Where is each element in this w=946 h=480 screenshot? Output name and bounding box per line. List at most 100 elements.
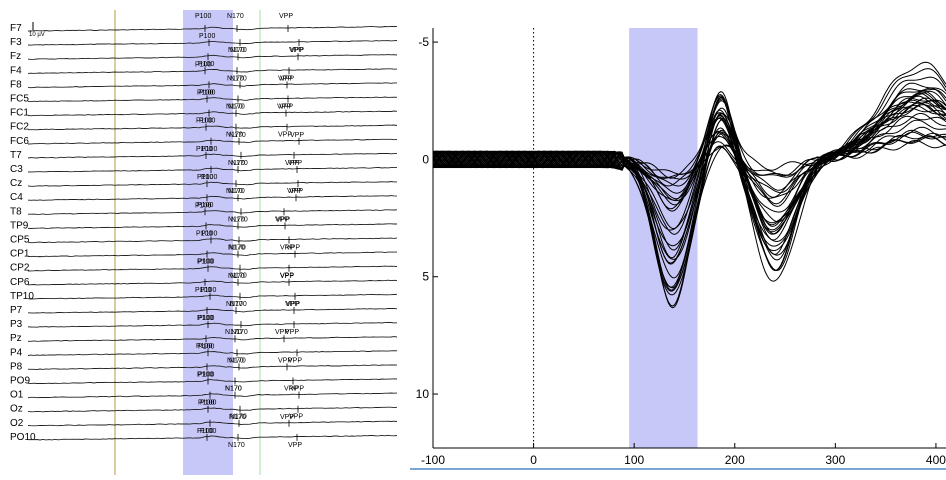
channel-trace-p8: [27, 364, 398, 371]
peak-label-p100: P100: [197, 371, 213, 378]
peak-label-p100: P100: [200, 428, 216, 435]
peak-label-n170: N170: [229, 357, 246, 364]
peak-label-p100: P100: [198, 372, 214, 379]
x-tick-label: 300: [825, 453, 845, 467]
channel-trace-fc2: [28, 124, 398, 131]
butterfly-series-15: [432, 68, 946, 282]
peak-label-n170: N170: [228, 216, 245, 223]
butterfly-series-28: [432, 131, 946, 279]
peak-label-n170: N170: [228, 160, 245, 167]
peak-label-vpp: VPP: [289, 414, 303, 421]
peak-label-n170: N170: [229, 245, 246, 252]
peak-label-p100: P100: [197, 202, 213, 209]
peak-label-vpp: VPP: [284, 386, 298, 393]
peak-label-vpp: VPP: [288, 160, 302, 167]
channel-label-t8: T8: [10, 206, 22, 217]
peak-label-vpp: VPP: [278, 75, 292, 82]
channel-label-pz: Pz: [10, 333, 22, 344]
channel-traces-panel: F7 F3 Fz F4 F8 FC5 FC1 FC2 FC6 T7 C3 Cz C4 T8 TP9 CP5 CP…: [0, 0, 405, 475]
channel-trace-f3: [27, 40, 398, 46]
channel-label-fc1: FC1: [10, 108, 29, 119]
channel-trace-t7: [27, 152, 397, 159]
peak-label-n170: N170: [226, 132, 243, 139]
peak-label-vpp: VPP: [277, 104, 291, 111]
peak-label-n170: N170: [228, 47, 245, 54]
peak-label-n170: N170: [230, 75, 247, 82]
peak-label-n170: N170: [226, 188, 243, 195]
y-tick-label: 5: [422, 270, 429, 284]
channel-label-p8: P8: [10, 361, 23, 372]
peak-label-p100: P100: [198, 343, 214, 350]
peak-label-vpp: VPP: [280, 245, 294, 252]
peak-label-p100: P100: [196, 230, 212, 237]
channel-label-p3: P3: [10, 319, 23, 330]
channel-trace-cp2: [27, 265, 398, 272]
channel-trace-c3: [27, 167, 397, 173]
channel-trace-pz: [28, 336, 398, 342]
y-tick-label: 10: [416, 387, 430, 401]
peak-label-n170: N170: [228, 245, 245, 252]
channel-label-oz: Oz: [10, 404, 23, 415]
peak-label-n170: N170: [225, 386, 242, 393]
channel-trace-cp5: [27, 237, 398, 244]
peak-label-p100: P100: [201, 146, 217, 153]
peak-label-vpp: VPP: [275, 216, 289, 223]
peak-label-n170: N170: [229, 132, 246, 139]
channel-label-p7: P7: [10, 305, 23, 316]
butterfly-series-22: [432, 95, 946, 247]
peak-label-n170: N170: [227, 357, 244, 364]
channel-label-c3: C3: [10, 164, 23, 175]
peak-label-vpp: VPP: [278, 132, 292, 139]
analysis-window-highlight: [183, 10, 233, 475]
peak-label-p100: P100: [199, 118, 215, 125]
channel-trace-fc6: [27, 138, 398, 145]
x-tick-label: 0: [530, 453, 537, 467]
peak-label-vpp: VPP: [290, 386, 304, 393]
peak-label-vpp: VPP: [280, 273, 294, 280]
peak-label-p100: P100: [195, 287, 211, 294]
peak-label-p100: P100: [201, 231, 217, 238]
peak-label-p100: P100: [195, 13, 211, 20]
channel-label-cz: Cz: [10, 178, 22, 189]
peak-label-vpp: VPP: [290, 132, 304, 139]
butterfly-series-27: [432, 87, 946, 231]
peak-label-n170: N170: [225, 386, 242, 393]
channel-trace-po10: [27, 434, 398, 441]
channel-trace-o2: [27, 420, 398, 427]
peak-label-p100: P100: [201, 174, 217, 181]
peak-label-vpp: VPP: [287, 188, 301, 195]
peak-label-n170: N170: [231, 160, 248, 167]
channel-trace-cp1: [27, 251, 397, 258]
channel-label-p4: P4: [10, 347, 23, 358]
channel-label-fc2: FC2: [10, 122, 29, 133]
channel-label-f7: F7: [10, 23, 22, 34]
peak-label-vpp: VPP: [285, 301, 299, 308]
butterfly-series-30: [432, 97, 946, 223]
peak-label-n170: N170: [228, 273, 245, 280]
channel-label-fz: Fz: [10, 51, 21, 62]
peak-label-p100: P100: [196, 118, 212, 125]
peak-label-p100: P100: [196, 343, 212, 350]
channel-traces-chart: F7 F3 Fz F4 F8 FC5 FC1 FC2 FC6 T7 C3 Cz C4 T8 TP9 CP5 CP…: [0, 0, 405, 475]
peak-label-p100: P100: [200, 287, 216, 294]
channel-label-t7: T7: [10, 150, 22, 161]
peak-label-vpp: VPP: [288, 442, 302, 449]
peak-label-p100: P100: [200, 400, 216, 407]
channel-trace-po9: [27, 378, 398, 385]
channel-label-tp9: TP9: [10, 220, 29, 231]
peak-label-n170: N170: [228, 442, 245, 449]
channel-trace-p3: [27, 322, 398, 328]
peak-label-p100: P100: [197, 259, 213, 266]
peak-label-p100: P100: [198, 61, 214, 68]
peak-label-vpp: VPP: [275, 329, 289, 336]
butterfly-plot-chart: -100 0 100 200 300 400 -5 0 5 10: [405, 0, 946, 475]
peak-label-n170: N170: [226, 301, 243, 308]
peak-label-p100: P100: [196, 146, 212, 153]
peak-label-p100: P100: [198, 259, 214, 266]
peak-label-vpp: VPP: [279, 13, 293, 20]
peak-label-p100: P100: [195, 61, 211, 68]
channel-label-cp1: CP1: [10, 249, 30, 260]
channel-trace-f8: [27, 82, 397, 89]
x-tick-label: 100: [624, 453, 644, 467]
peak-label-vpp: VPP: [280, 273, 294, 280]
